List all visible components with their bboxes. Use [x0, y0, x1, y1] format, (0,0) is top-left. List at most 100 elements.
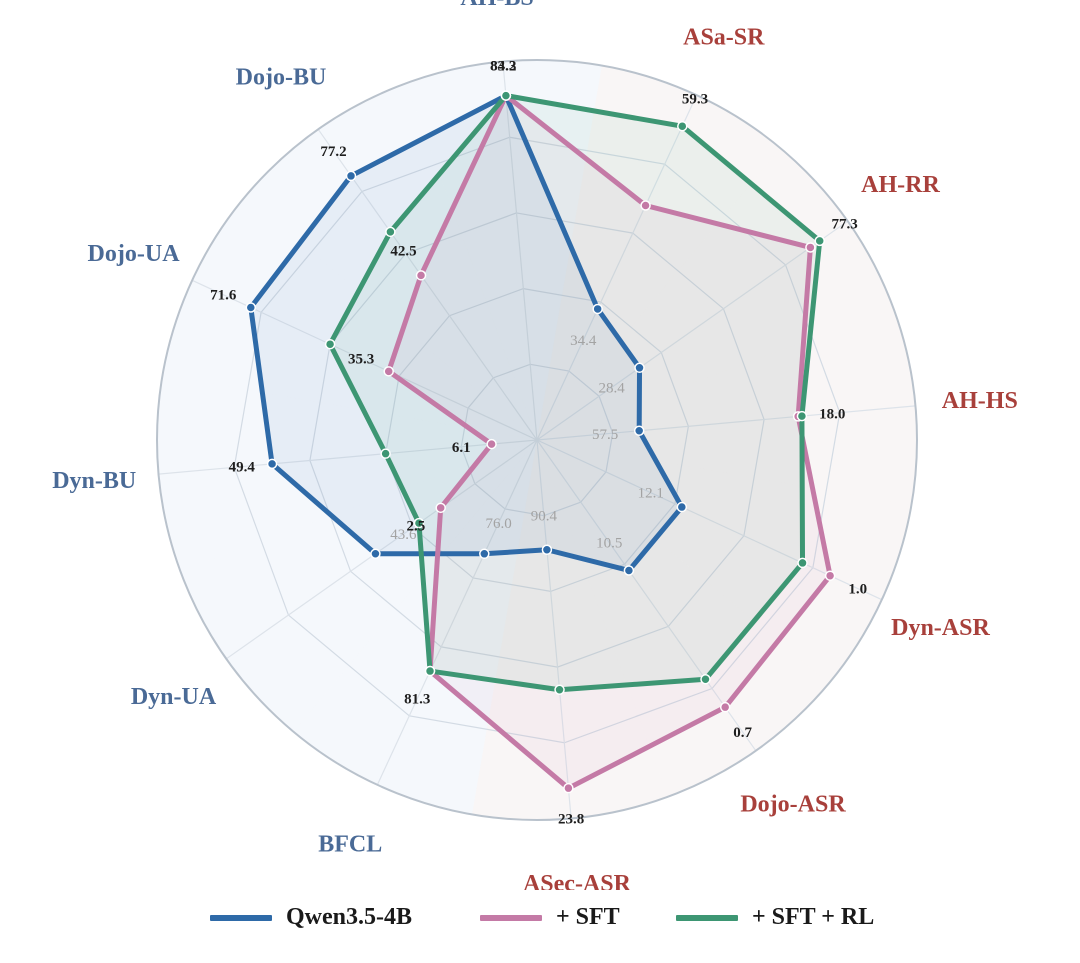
value-label-1-asec-asr: 23.8 [558, 811, 584, 827]
region-wedge-asec-asr [472, 440, 668, 820]
data-point-2-dyn-asr [797, 557, 808, 569]
data-point-2-bfcl [424, 665, 436, 677]
data-point-2-dyn-bu [380, 448, 391, 459]
series-fill-1 [388, 95, 831, 789]
data-point-0-bfcl [479, 548, 490, 560]
series-fill-2 [330, 95, 820, 690]
region-wedge-dyn-ua [180, 440, 537, 732]
axis-label-dyn-bu: Dyn-BU [52, 468, 136, 494]
value-label-0-ah-bs: 83.3 [490, 58, 516, 74]
legend-label-qwen: Qwen3.5-4B [286, 904, 412, 930]
axis-label-asec-asr: ASec-ASR [523, 871, 632, 890]
data-point-0-ah-hs [633, 425, 645, 437]
series-fill-0 [250, 95, 682, 571]
legend-item-qwen: Qwen3.5-4B [210, 904, 412, 931]
radar-chart: 83.3 34.4 28.4 57.5 12.1 10.5 90.4 76.0 43.6 49.4… [52, 0, 1018, 890]
data-point-0-dojo-bu [345, 170, 357, 182]
region-wedge-dyn-bu [156, 375, 537, 571]
region-wedge-dojo-ua [162, 196, 538, 440]
chart-legend: Qwen3.5-4B + SFT + SFT + RL [0, 890, 1080, 950]
data-point-2-asa-sr [677, 120, 688, 132]
data-point-1-ah-rr [805, 242, 816, 253]
region-wedge-dyn-asr [537, 440, 912, 684]
radar-outer-circle [156, 59, 918, 821]
value-label-0-bfcl: 76.0 [486, 516, 512, 532]
data-point-1-asec-asr [563, 782, 574, 794]
value-label-0-dojo-asr: 10.5 [596, 536, 622, 552]
data-point-0-dojo-ua [245, 302, 257, 313]
axis-spoke-dyn-ua [225, 439, 538, 660]
value-label-1-ah-bs: 84.2 [490, 58, 516, 74]
data-point-2-ah-hs [796, 410, 808, 422]
data-point-2-dojo-bu [385, 226, 396, 238]
axis-spoke-ah-rr [536, 220, 849, 441]
axis-label-dojo-asr: Dojo-ASR [740, 791, 846, 817]
axis-label-asa-sr: ASa-SR [683, 25, 765, 51]
value-label-2-ah-hs: 18.0 [819, 406, 845, 422]
axis-spoke-ah-hs [536, 405, 916, 441]
value-label-0-dojo-bu: 77.2 [320, 144, 346, 160]
axis-spoke-ah-bs [502, 61, 538, 441]
axis-label-dyn-ua: Dyn-UA [131, 684, 217, 710]
value-label-0-asec-asr: 90.4 [531, 509, 558, 525]
axis-label-bfcl: BFCL [318, 831, 382, 857]
data-point-1-dojo-bu [415, 270, 427, 281]
legend-label-sft-rl: + SFT + RL [752, 904, 875, 930]
data-point-0-asa-sr [592, 303, 603, 315]
data-point-0-dojo-asr [623, 565, 635, 576]
axis-label-ah-rr: AH-RR [861, 172, 940, 198]
data-point-1-dyn-ua [435, 502, 446, 514]
region-wedge-dojo-asr [537, 440, 829, 797]
data-point-0-dyn-bu [266, 458, 278, 470]
value-label-1-dojo-ua: 35.3 [348, 352, 374, 368]
legend-swatch-sft [480, 914, 542, 921]
value-label-0-dyn-asr: 12.1 [638, 486, 664, 502]
data-point-1-dojo-asr [719, 701, 731, 713]
value-label-1-bfcl: 81.3 [404, 692, 430, 708]
axis-spoke-asec-asr [536, 439, 572, 819]
region-wedge-bfcl [293, 440, 537, 815]
data-point-1-dyn-asr [824, 570, 836, 581]
axis-label-dojo-ua: Dojo-UA [88, 241, 181, 267]
data-point-2-ah-rr [814, 235, 825, 247]
axis-label-ah-bs: AH-BS [460, 0, 533, 11]
axis-label-dojo-bu: Dojo-BU [236, 65, 327, 91]
legend-item-sft: + SFT [480, 904, 620, 931]
data-point-0-asec-asr [541, 544, 553, 556]
data-point-1-dojo-ua [383, 366, 394, 377]
data-point-1-asa-sr [640, 200, 651, 211]
legend-swatch-qwen [210, 914, 272, 921]
value-label-0-dyn-ua: 43.6 [390, 527, 417, 543]
value-label-0-ah-rr: 28.4 [598, 380, 625, 396]
value-label-1-dyn-bu: 6.1 [452, 440, 471, 456]
data-point-2-dojo-ua [324, 338, 336, 350]
axis-spoke-dojo-bu [317, 128, 538, 441]
value-label-1-dyn-asr: 1.0 [848, 581, 867, 597]
value-label-2-asa-sr: 59.3 [682, 92, 708, 108]
axis-spoke-dojo-asr [536, 439, 757, 752]
value-label-0-dyn-bu: 49.4 [229, 460, 256, 476]
axis-spoke-dyn-bu [158, 439, 538, 475]
legend-item-sft-rl: + SFT + RL [676, 904, 874, 931]
axis-label-dyn-asr: Dyn-ASR [891, 615, 990, 641]
data-point-2-dyn-ua [413, 517, 425, 529]
value-label-1-dyn-ua: 2.5 [406, 518, 425, 534]
value-label-1-dojo-bu: 42.5 [390, 243, 416, 259]
region-wedge-ah-hs [537, 309, 918, 505]
data-point-2-asec-asr [554, 684, 565, 696]
data-point-1-dyn-bu [486, 438, 497, 450]
value-label-2-ah-rr: 77.3 [831, 216, 857, 232]
legend-swatch-sft-rl [676, 914, 738, 921]
axis-spoke-bfcl [376, 439, 538, 786]
region-wedge-dojo-bu [245, 83, 537, 440]
data-point-2-ah-bs [500, 90, 512, 101]
axis-spoke-dyn-asr [536, 439, 883, 601]
legend-label-sft: + SFT [556, 904, 620, 930]
data-point-0-ah-rr [634, 362, 645, 374]
value-label-0-ah-hs: 57.5 [592, 427, 618, 443]
axis-spoke-asa-sr [536, 94, 698, 441]
value-label-1-dojo-asr: 0.7 [733, 725, 752, 741]
data-point-2-dojo-asr [700, 673, 711, 685]
value-label-0-asa-sr: 34.4 [570, 333, 597, 349]
axis-label-ah-hs: AH-HS [942, 388, 1018, 414]
